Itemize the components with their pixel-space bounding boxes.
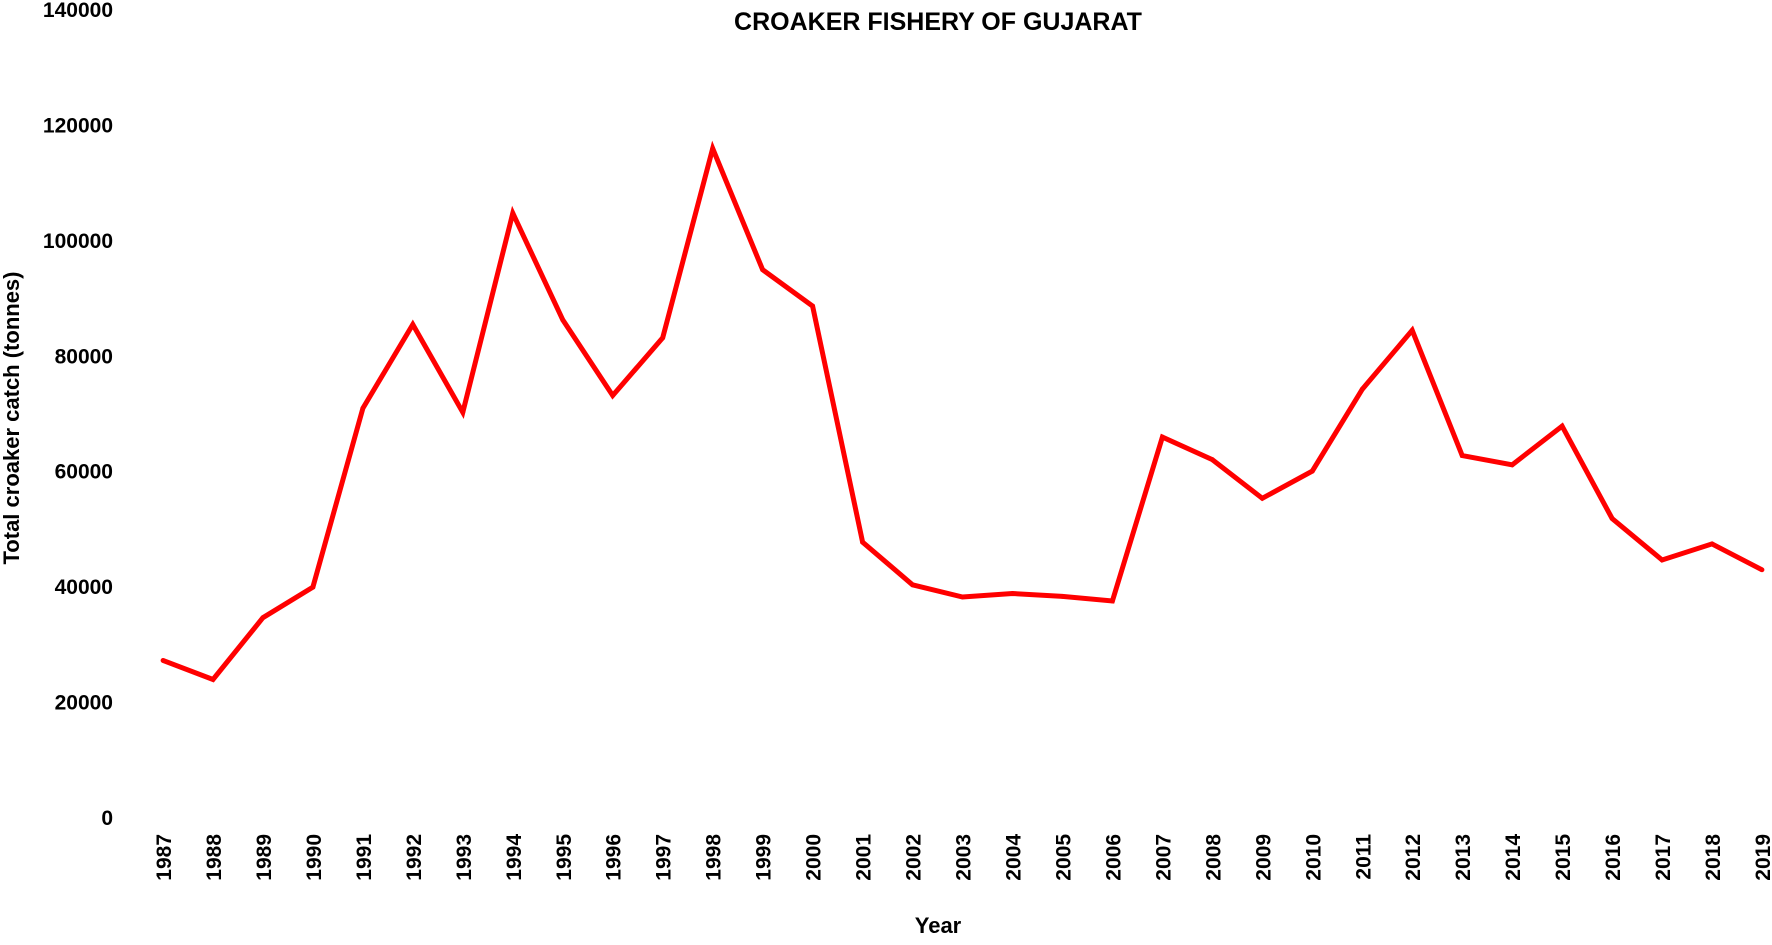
y-tick-label: 80000 — [55, 345, 113, 368]
x-tick-label: 2000 — [803, 834, 826, 881]
data-point — [160, 658, 166, 663]
chart-title: CROAKER FISHERY OF GUJARAT — [734, 8, 1142, 36]
data-point — [1060, 593, 1065, 599]
data-point — [660, 335, 666, 341]
x-tick-label: 2002 — [903, 834, 926, 881]
data-point — [860, 539, 865, 545]
x-tick-label: 2003 — [953, 834, 976, 881]
y-axis-title: Total croaker catch (tonnes) — [0, 272, 24, 565]
x-axis-tick-labels: 1987 1988 1989 1990 1991 1992 1993 1994 1995 1996… — [153, 834, 1772, 881]
x-tick-label: 1997 — [653, 834, 676, 881]
data-point — [810, 303, 815, 309]
x-tick-label: 1991 — [353, 834, 376, 881]
data-point — [1559, 423, 1565, 429]
x-tick-label: 1998 — [703, 834, 726, 881]
data-point — [510, 210, 516, 216]
x-tick-label: 1994 — [503, 834, 526, 881]
data-point — [1459, 453, 1465, 458]
y-tick-label: 0 — [101, 807, 113, 830]
data-point — [1759, 567, 1765, 573]
data-point — [910, 582, 915, 588]
data-point — [210, 677, 216, 682]
x-tick-label: 2007 — [1152, 834, 1175, 881]
x-tick-label: 2006 — [1102, 834, 1125, 881]
data-point — [1259, 495, 1265, 501]
x-tick-label: 2009 — [1252, 834, 1275, 881]
x-tick-label: 2016 — [1602, 834, 1625, 881]
data-point — [1709, 541, 1715, 547]
x-tick-label: 2001 — [853, 834, 876, 881]
x-tick-label: 2011 — [1352, 834, 1375, 880]
data-point — [1509, 462, 1515, 468]
x-tick-label: 2004 — [1002, 834, 1025, 881]
x-tick-label: 2014 — [1502, 834, 1525, 881]
data-point — [1359, 386, 1365, 392]
x-tick-label: 2012 — [1402, 834, 1425, 881]
y-tick-label: 60000 — [55, 461, 113, 484]
data-point — [410, 322, 416, 327]
series-layer — [160, 140, 1765, 683]
data-point — [460, 409, 466, 415]
data-point — [260, 615, 266, 621]
data-point — [610, 393, 616, 398]
data-point — [1609, 516, 1615, 521]
data-point — [1309, 468, 1315, 474]
data-point — [760, 267, 766, 273]
x-axis-title: Year — [915, 913, 962, 938]
data-point — [1159, 434, 1165, 440]
data-point — [960, 594, 965, 600]
y-tick-label: 120000 — [43, 114, 113, 137]
x-tick-label: 2019 — [1752, 834, 1772, 881]
x-tick-label: 2018 — [1702, 834, 1725, 881]
y-tick-label: 20000 — [55, 692, 113, 715]
data-point — [710, 146, 716, 151]
x-tick-label: 1992 — [403, 834, 426, 881]
y-tick-label: 40000 — [55, 576, 113, 599]
x-tick-label: 1987 — [153, 834, 176, 881]
x-tick-label: 1988 — [203, 834, 226, 881]
y-axis-tick-labels: 0 20000 40000 60000 80000 100000 120000 140000 — [43, 0, 113, 830]
data-point — [560, 317, 566, 323]
x-tick-label: 1995 — [553, 834, 576, 881]
series-line — [162, 140, 1764, 683]
x-tick-label: 1999 — [753, 834, 776, 881]
x-tick-label: 2013 — [1452, 834, 1475, 881]
data-point — [310, 584, 316, 590]
x-tick-label: 1989 — [253, 834, 276, 881]
data-point — [1209, 457, 1215, 462]
data-point — [1010, 591, 1015, 596]
x-tick-label: 2005 — [1052, 834, 1075, 881]
data-point — [360, 405, 366, 411]
data-point — [1659, 557, 1665, 563]
x-tick-label: 2010 — [1302, 834, 1325, 881]
x-tick-label: 2008 — [1202, 834, 1225, 881]
x-tick-label: 1990 — [303, 834, 326, 881]
x-tick-label: 2015 — [1552, 834, 1575, 881]
y-tick-label: 100000 — [43, 230, 113, 253]
x-tick-label: 1993 — [453, 834, 476, 881]
y-tick-label: 140000 — [43, 0, 113, 22]
data-point — [1409, 327, 1415, 333]
x-tick-label: 1996 — [603, 834, 626, 881]
x-tick-label: 2017 — [1652, 834, 1675, 881]
data-point — [1110, 598, 1115, 604]
